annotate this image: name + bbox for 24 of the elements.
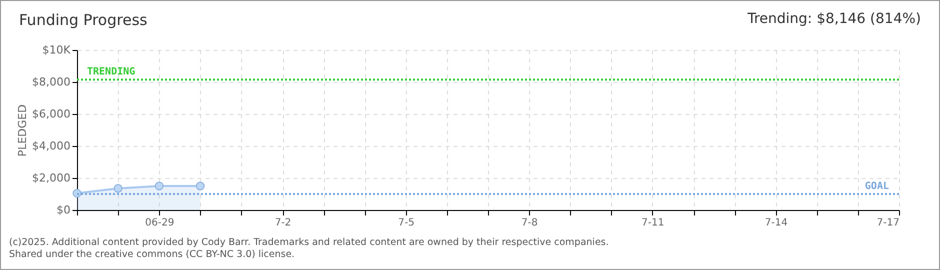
point [154, 182, 164, 190]
x-tick-label: 7-2 [274, 218, 292, 228]
y-axis-title: PLEDGED [16, 104, 30, 157]
y-tick-label: $2,000 [32, 172, 70, 184]
point [196, 182, 205, 190]
x-tick-label: 7-14 [764, 218, 788, 228]
x-tick-label: 7-8 [521, 218, 538, 228]
ref-line-label: GOAL [864, 181, 889, 192]
y-tick-label: $0 [56, 204, 70, 216]
x-tick-label: 06-29 [145, 218, 174, 228]
text: (c)2025. Additional content provided by Cody Barr. Trademarks and related content are owned by their respective companies. [9, 237, 609, 249]
ref-line-label: TRENDING [87, 66, 136, 78]
chart-subtitle: Trending: $8,146 (814%) [747, 11, 921, 27]
y-tick-label: $4,000 [32, 140, 70, 152]
x-tick-label: 7-5 [398, 218, 414, 228]
y-tick-label: $10K [42, 44, 72, 56]
y-tick-label: $8,000 [32, 76, 70, 88]
text: Shared under the creative commons (CC BY-NC 3.0) license. [9, 249, 296, 261]
point [72, 188, 82, 198]
y-tick-label: $6,000 [32, 108, 70, 120]
point [114, 184, 122, 193]
x-tick-label: 7-11 [642, 218, 664, 228]
chart-title: Funding Progress [19, 11, 148, 29]
x-tick-label: 7-17 [876, 218, 900, 228]
